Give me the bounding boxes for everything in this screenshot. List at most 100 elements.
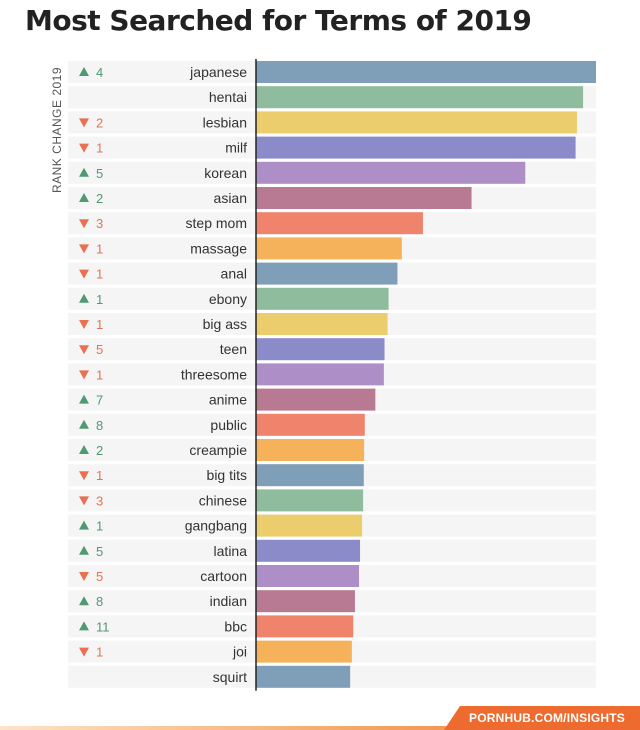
category-label: japanese [189, 64, 247, 80]
triangle-up-icon [79, 419, 89, 429]
triangle-down-icon [79, 244, 89, 254]
bar [256, 338, 385, 361]
bar [256, 640, 352, 663]
rank-change-value: 5 [96, 569, 103, 584]
category-label: threesome [181, 366, 247, 382]
rank-change-value: 1 [96, 267, 103, 282]
triangle-up-icon [79, 520, 89, 530]
bar-chart: japanese 4 hentai lesbian 2 milf 1 korean 5 asian… [79, 59, 596, 691]
bar [256, 287, 389, 310]
category-label: joi [232, 644, 247, 660]
category-label: latina [214, 543, 248, 559]
triangle-down-icon [79, 320, 89, 329]
category-label: korean [204, 165, 247, 181]
triangle-up-icon [79, 193, 89, 202]
bar [256, 212, 423, 235]
category-label: ebony [209, 291, 247, 307]
rank-change-value: 7 [96, 393, 103, 408]
category-label: big ass [203, 316, 247, 332]
bar [256, 615, 354, 638]
triangle-down-icon [79, 496, 89, 506]
triangle-down-icon [79, 219, 89, 229]
rank-change-value: 5 [96, 342, 103, 357]
rank-change-value: 1 [96, 367, 103, 382]
rank-change-value: 5 [96, 166, 103, 181]
bar [256, 590, 355, 613]
rank-change-value: 5 [96, 544, 103, 559]
triangle-up-icon [79, 596, 89, 606]
rank-change-value: 1 [96, 292, 103, 307]
triangle-down-icon [79, 647, 89, 657]
rank-change-value: 2 [96, 191, 103, 206]
triangle-up-icon [79, 394, 89, 404]
rank-change-value: 2 [96, 115, 103, 130]
triangle-down-icon [79, 269, 89, 279]
triangle-down-icon [79, 345, 89, 355]
category-label: bbc [224, 618, 247, 634]
category-label: lesbian [203, 114, 247, 130]
triangle-up-icon [79, 621, 89, 631]
bar [256, 136, 576, 159]
rank-change-value: 1 [96, 317, 103, 332]
category-label: squirt [213, 669, 247, 685]
bar [256, 363, 384, 386]
rank-change-value: 1 [96, 645, 103, 660]
rank-change-value: 4 [96, 65, 103, 80]
bar [256, 489, 364, 512]
category-label: step mom [186, 215, 247, 231]
bar [256, 464, 364, 487]
rank-change-value: 1 [96, 141, 103, 156]
triangle-up-icon [79, 293, 89, 303]
bar [256, 565, 360, 587]
rank-change-value: 1 [96, 468, 103, 483]
triangle-up-icon [79, 545, 89, 555]
rank-change-value: 8 [96, 418, 103, 433]
footer-accent-line [0, 726, 640, 730]
category-label: milf [225, 140, 247, 156]
rank-change-value: 8 [96, 594, 103, 609]
bar [256, 61, 596, 83]
bar [256, 439, 365, 461]
category-label: asian [214, 190, 247, 206]
category-label: big tits [207, 467, 247, 483]
source-link[interactable]: PORNHUB.COM/INSIGHTS [468, 711, 625, 725]
rank-change-value: 3 [96, 493, 103, 508]
triangle-up-icon [79, 67, 89, 76]
category-label: teen [220, 341, 247, 357]
bar [256, 313, 388, 335]
rank-change-value: 1 [96, 241, 103, 256]
category-label: anime [209, 392, 247, 408]
triangle-up-icon [79, 445, 89, 454]
rank-change-value: 11 [96, 619, 110, 634]
category-label: anal [221, 266, 247, 282]
rank-change-value: 2 [96, 443, 103, 458]
triangle-down-icon [79, 471, 89, 481]
triangle-down-icon [79, 143, 89, 153]
rank-change-value: 1 [96, 519, 103, 534]
bar [256, 539, 361, 562]
source-badge[interactable]: PORNHUB.COM/INSIGHTS [444, 706, 640, 730]
category-label: chinese [199, 492, 247, 508]
category-label: creampie [189, 442, 247, 458]
bar [256, 262, 398, 285]
category-label: public [210, 417, 247, 433]
category-label: massage [190, 240, 247, 256]
category-label: cartoon [200, 568, 247, 584]
bar [256, 388, 376, 411]
bar [256, 237, 402, 260]
rank-change-value: 3 [96, 216, 103, 231]
bar [256, 161, 526, 184]
bar [256, 665, 351, 688]
bar [256, 187, 472, 209]
triangle-down-icon [79, 118, 89, 128]
bar [256, 413, 365, 436]
triangle-down-icon [79, 370, 89, 380]
bar [256, 514, 363, 537]
bar [256, 111, 577, 134]
category-label: gangbang [185, 518, 247, 534]
triangle-up-icon [79, 167, 89, 177]
category-label: hentai [209, 89, 247, 105]
chart-title: Most Searched for Terms of 2019 [25, 4, 532, 37]
triangle-down-icon [79, 572, 89, 581]
category-label: indian [210, 593, 247, 609]
